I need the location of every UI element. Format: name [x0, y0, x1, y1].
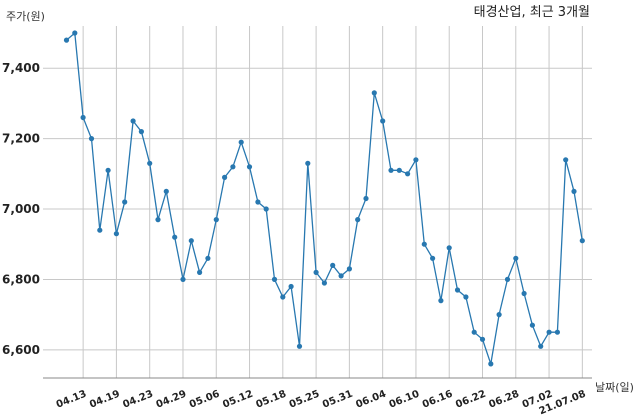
- data-point: [105, 167, 111, 173]
- x-tick-label: 06.28: [487, 389, 520, 411]
- data-point: [205, 255, 211, 261]
- data-point: [529, 322, 536, 328]
- data-point: [438, 298, 444, 304]
- data-point: [563, 157, 569, 163]
- x-tick-label: 05.12: [221, 389, 254, 411]
- grid: [43, 26, 592, 378]
- data-point: [546, 329, 552, 335]
- x-tick-label: 04.23: [121, 389, 154, 411]
- x-tick-label: 06.04: [354, 389, 387, 411]
- data-point: [446, 245, 452, 251]
- data-point: [172, 234, 178, 240]
- x-tick-label: 06.16: [421, 389, 454, 411]
- data-point: [521, 290, 527, 297]
- data-point: [296, 343, 303, 349]
- data-point: [380, 118, 386, 124]
- data-point: [463, 294, 469, 300]
- data-point: [280, 294, 286, 300]
- x-tick-label: 06.10: [388, 389, 421, 411]
- x-tick-labels: 04.13 04.19 04.23 04.29 05.06 05.12 05.18 05.25…: [55, 389, 588, 418]
- data-point: [155, 217, 161, 223]
- x-tick-label: 05.25: [288, 389, 321, 411]
- data-point: [471, 329, 477, 335]
- data-point: [305, 160, 311, 166]
- data-point: [355, 217, 361, 223]
- data-point: [421, 241, 427, 247]
- y-tick-label: 7,000: [2, 202, 40, 216]
- data-point: [147, 160, 153, 166]
- data-point: [538, 343, 544, 349]
- data-point: [496, 312, 502, 318]
- data-point: [88, 136, 95, 142]
- data-point: [163, 188, 169, 194]
- data-point: [255, 199, 261, 205]
- data-point: [321, 280, 327, 286]
- y-axis-label: 주가(원): [6, 10, 45, 23]
- data-point: [97, 227, 103, 233]
- data-point: [122, 199, 128, 205]
- data-point: [363, 195, 369, 202]
- data-point: [180, 276, 186, 282]
- data-point: [130, 118, 136, 124]
- y-tick-label: 7,400: [2, 61, 40, 75]
- data-point: [413, 157, 419, 163]
- data-point: [554, 329, 561, 335]
- x-tick-label: 04.29: [155, 389, 188, 411]
- data-point: [396, 167, 402, 173]
- data-point: [338, 273, 344, 279]
- data-point: [454, 287, 461, 293]
- data-point: [246, 164, 253, 170]
- chart-title: 태경산업, 최근 3개월: [474, 5, 590, 20]
- data-point: [504, 276, 511, 282]
- y-tick-labels: 6,600 6,800 7,000 7,200 7,400: [2, 61, 40, 357]
- data-point: [571, 188, 577, 194]
- data-point: [405, 171, 411, 177]
- data-point: [371, 90, 377, 96]
- data-point: [80, 114, 86, 121]
- data-point: [63, 37, 70, 43]
- data-point: [113, 231, 119, 237]
- data-point: [72, 30, 78, 36]
- data-point: [579, 238, 585, 244]
- x-tick-label: 05.06: [188, 389, 221, 411]
- x-tick-label: 05.31: [321, 389, 354, 411]
- y-tick-label: 6,800: [2, 272, 40, 286]
- data-point: [388, 167, 394, 173]
- data-point: [430, 255, 436, 261]
- data-point: [197, 269, 203, 275]
- data-point: [263, 206, 269, 212]
- data-point: [230, 164, 236, 170]
- x-tick-label: 06.22: [454, 389, 487, 411]
- data-point: [222, 174, 228, 180]
- data-point: [238, 139, 244, 145]
- x-tick-label: 04.13: [55, 389, 88, 411]
- data-point: [313, 269, 319, 275]
- data-point: [346, 266, 352, 272]
- x-tick-label: 05.18: [254, 389, 287, 411]
- data-point: [288, 283, 294, 290]
- data-point: [488, 361, 494, 367]
- x-tick-label: 04.19: [88, 389, 121, 411]
- data-point: [513, 255, 519, 261]
- y-tick-label: 7,200: [2, 132, 40, 146]
- data-point: [138, 129, 144, 135]
- y-tick-label: 6,600: [2, 343, 40, 357]
- data-point: [188, 238, 194, 244]
- data-points: [63, 30, 585, 367]
- data-point: [479, 336, 486, 342]
- x-axis-label: 날짜(일): [595, 380, 634, 394]
- data-point: [213, 217, 219, 223]
- data-point: [330, 262, 336, 268]
- series-line: [66, 31, 583, 365]
- data-point: [271, 276, 278, 282]
